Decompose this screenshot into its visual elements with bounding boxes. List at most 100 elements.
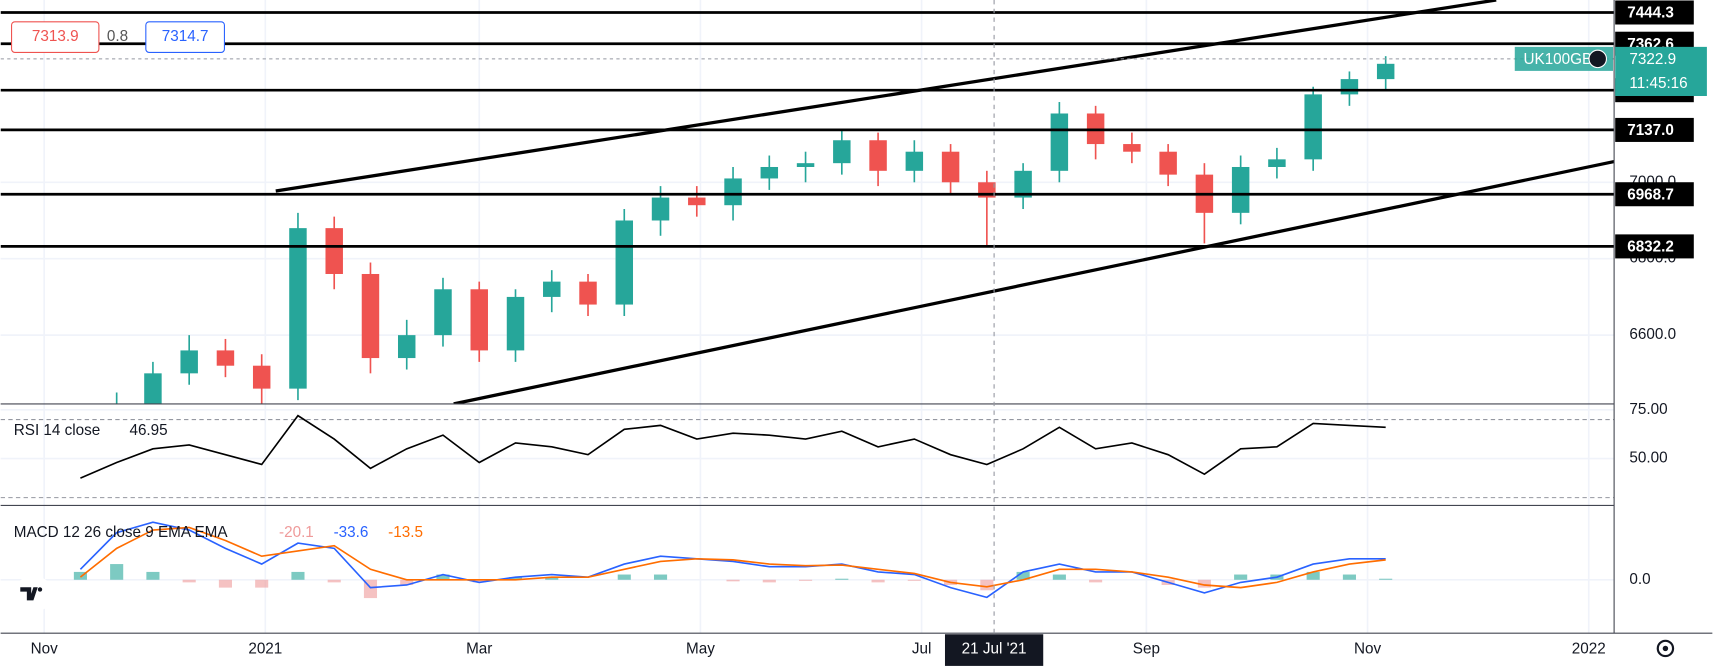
macd-histogram-bar: [653, 574, 668, 580]
ask-price: 7314.7: [162, 28, 209, 45]
candle-body: [941, 151, 960, 183]
level-label-box: [1615, 234, 1694, 259]
level-label: 7444.3: [1627, 5, 1674, 22]
macd-histogram-bar: [980, 579, 994, 591]
candle-body: [1376, 63, 1395, 80]
ask-box[interactable]: [145, 21, 225, 53]
rsi-pane: [0, 414, 1615, 499]
candle-body: [760, 166, 779, 179]
candle-body: [180, 350, 198, 374]
macd-histogram-bar: [400, 579, 414, 586]
candle-body: [688, 197, 706, 206]
bid-price: 7313.9: [32, 28, 79, 45]
candle-body: [1340, 79, 1359, 95]
candle-body: [1304, 94, 1322, 160]
candle-body: [651, 197, 670, 221]
candle-body: [1050, 113, 1069, 171]
macd-histogram-bar: [291, 571, 305, 580]
gear-hub: [1662, 645, 1669, 652]
overlay: 7313.9 0.8 7314.7 Nov 2021 Mar May Jul Sep Nov…: [11, 0, 1707, 666]
candle-body: [905, 151, 924, 171]
candle-body: [361, 273, 380, 359]
y-tick-label: 0.0: [1629, 571, 1650, 588]
candle-body: [1014, 170, 1032, 198]
macd-histogram-bar: [1052, 574, 1066, 580]
macd-histogram-bar: [871, 579, 885, 583]
x-tick-label: Nov: [31, 641, 59, 658]
logo-mark: [20, 587, 43, 601]
y-tick-label: 50.00: [1629, 450, 1667, 467]
x-tick-label: Sep: [1133, 641, 1160, 658]
candle-body: [1231, 166, 1250, 213]
candle-body: [579, 281, 597, 305]
macd-legend-value: -13.5: [388, 524, 423, 541]
candle-body: [543, 281, 561, 297]
level-label: 6832.2: [1627, 239, 1674, 256]
level-label-box: [1615, 182, 1694, 207]
macd-histogram-bar: [1379, 578, 1393, 580]
macd-title: MACD 12 26 close 9 EMA EMA: [14, 524, 229, 541]
candle-body: [216, 350, 235, 366]
x-tick-label: Jul: [912, 641, 932, 658]
candle-body: [252, 365, 271, 389]
last-price-box: [1615, 46, 1707, 97]
macd-histogram-bar: [762, 579, 776, 583]
macd-macd: [79, 521, 1386, 599]
macd-histogram-bar: [146, 571, 160, 580]
candle-body: [615, 220, 634, 305]
channel-upper: [275, 0, 1497, 193]
candle-body: [470, 289, 488, 351]
y-tick-label: 6600.0: [1629, 326, 1676, 343]
macd-histogram-bar: [110, 564, 124, 580]
macd-histogram-bar: [73, 571, 87, 580]
level-label: 6968.7: [1627, 186, 1674, 203]
macd-histogram-bar: [1234, 574, 1248, 580]
countdown-label: 11:45:16: [1629, 75, 1687, 92]
macd-histogram-bar: [255, 579, 269, 588]
bid-box[interactable]: [11, 21, 100, 53]
macd-histogram-bar: [472, 579, 486, 583]
candle-body: [434, 289, 452, 336]
rsi-line: [80, 414, 1386, 479]
level-label-box: [1615, 0, 1694, 25]
x-tick-label: May: [686, 641, 715, 658]
candle-body: [724, 178, 742, 206]
macd-histogram-bar: [1089, 579, 1103, 583]
macd-histogram-bar: [182, 579, 196, 583]
channel-lower: [453, 159, 1615, 404]
pane-borders: [0, 0, 1713, 634]
tv-logo: [13, 576, 54, 612]
y-tick-label: 75.00: [1629, 401, 1667, 418]
symbol-label: UK100GBP: [1524, 51, 1603, 68]
macd-histogram-bar: [218, 579, 232, 588]
macd-histogram-bar: [327, 579, 341, 583]
spread: 0.8: [107, 28, 128, 45]
macd-histogram-bar: [1306, 571, 1320, 580]
candle-body: [397, 335, 416, 359]
macd-pane: [73, 521, 1393, 599]
gear[interactable]: [1656, 639, 1675, 658]
candle-body: [1123, 144, 1141, 152]
add-button[interactable]: [1588, 49, 1608, 69]
macd-histogram-bar: [1016, 571, 1030, 580]
macd-histogram-bar: [1197, 579, 1211, 588]
macd-histogram-bar: [436, 574, 450, 580]
macd-histogram-bar: [799, 579, 813, 581]
macd-histogram-bar: [508, 577, 523, 580]
settings-icon[interactable]: [1656, 639, 1675, 658]
macd-legend-value: -33.6: [334, 524, 369, 541]
macd-histogram-bar: [545, 577, 559, 580]
crosshair-date-box: [944, 634, 1044, 666]
candle-body: [1268, 159, 1286, 167]
x-tick-label: Nov: [1354, 641, 1382, 658]
candle-body: [506, 296, 525, 351]
candle-body: [869, 140, 887, 171]
rsi-value: 46.95: [129, 422, 167, 439]
macd-histogram-bar: [617, 574, 631, 580]
candle-body: [325, 228, 343, 274]
level-label-box: [1615, 117, 1694, 142]
rsi-title: RSI 14 close: [14, 422, 101, 439]
macd-histogram-bar: [835, 578, 849, 580]
macd-signal: [79, 526, 1386, 589]
